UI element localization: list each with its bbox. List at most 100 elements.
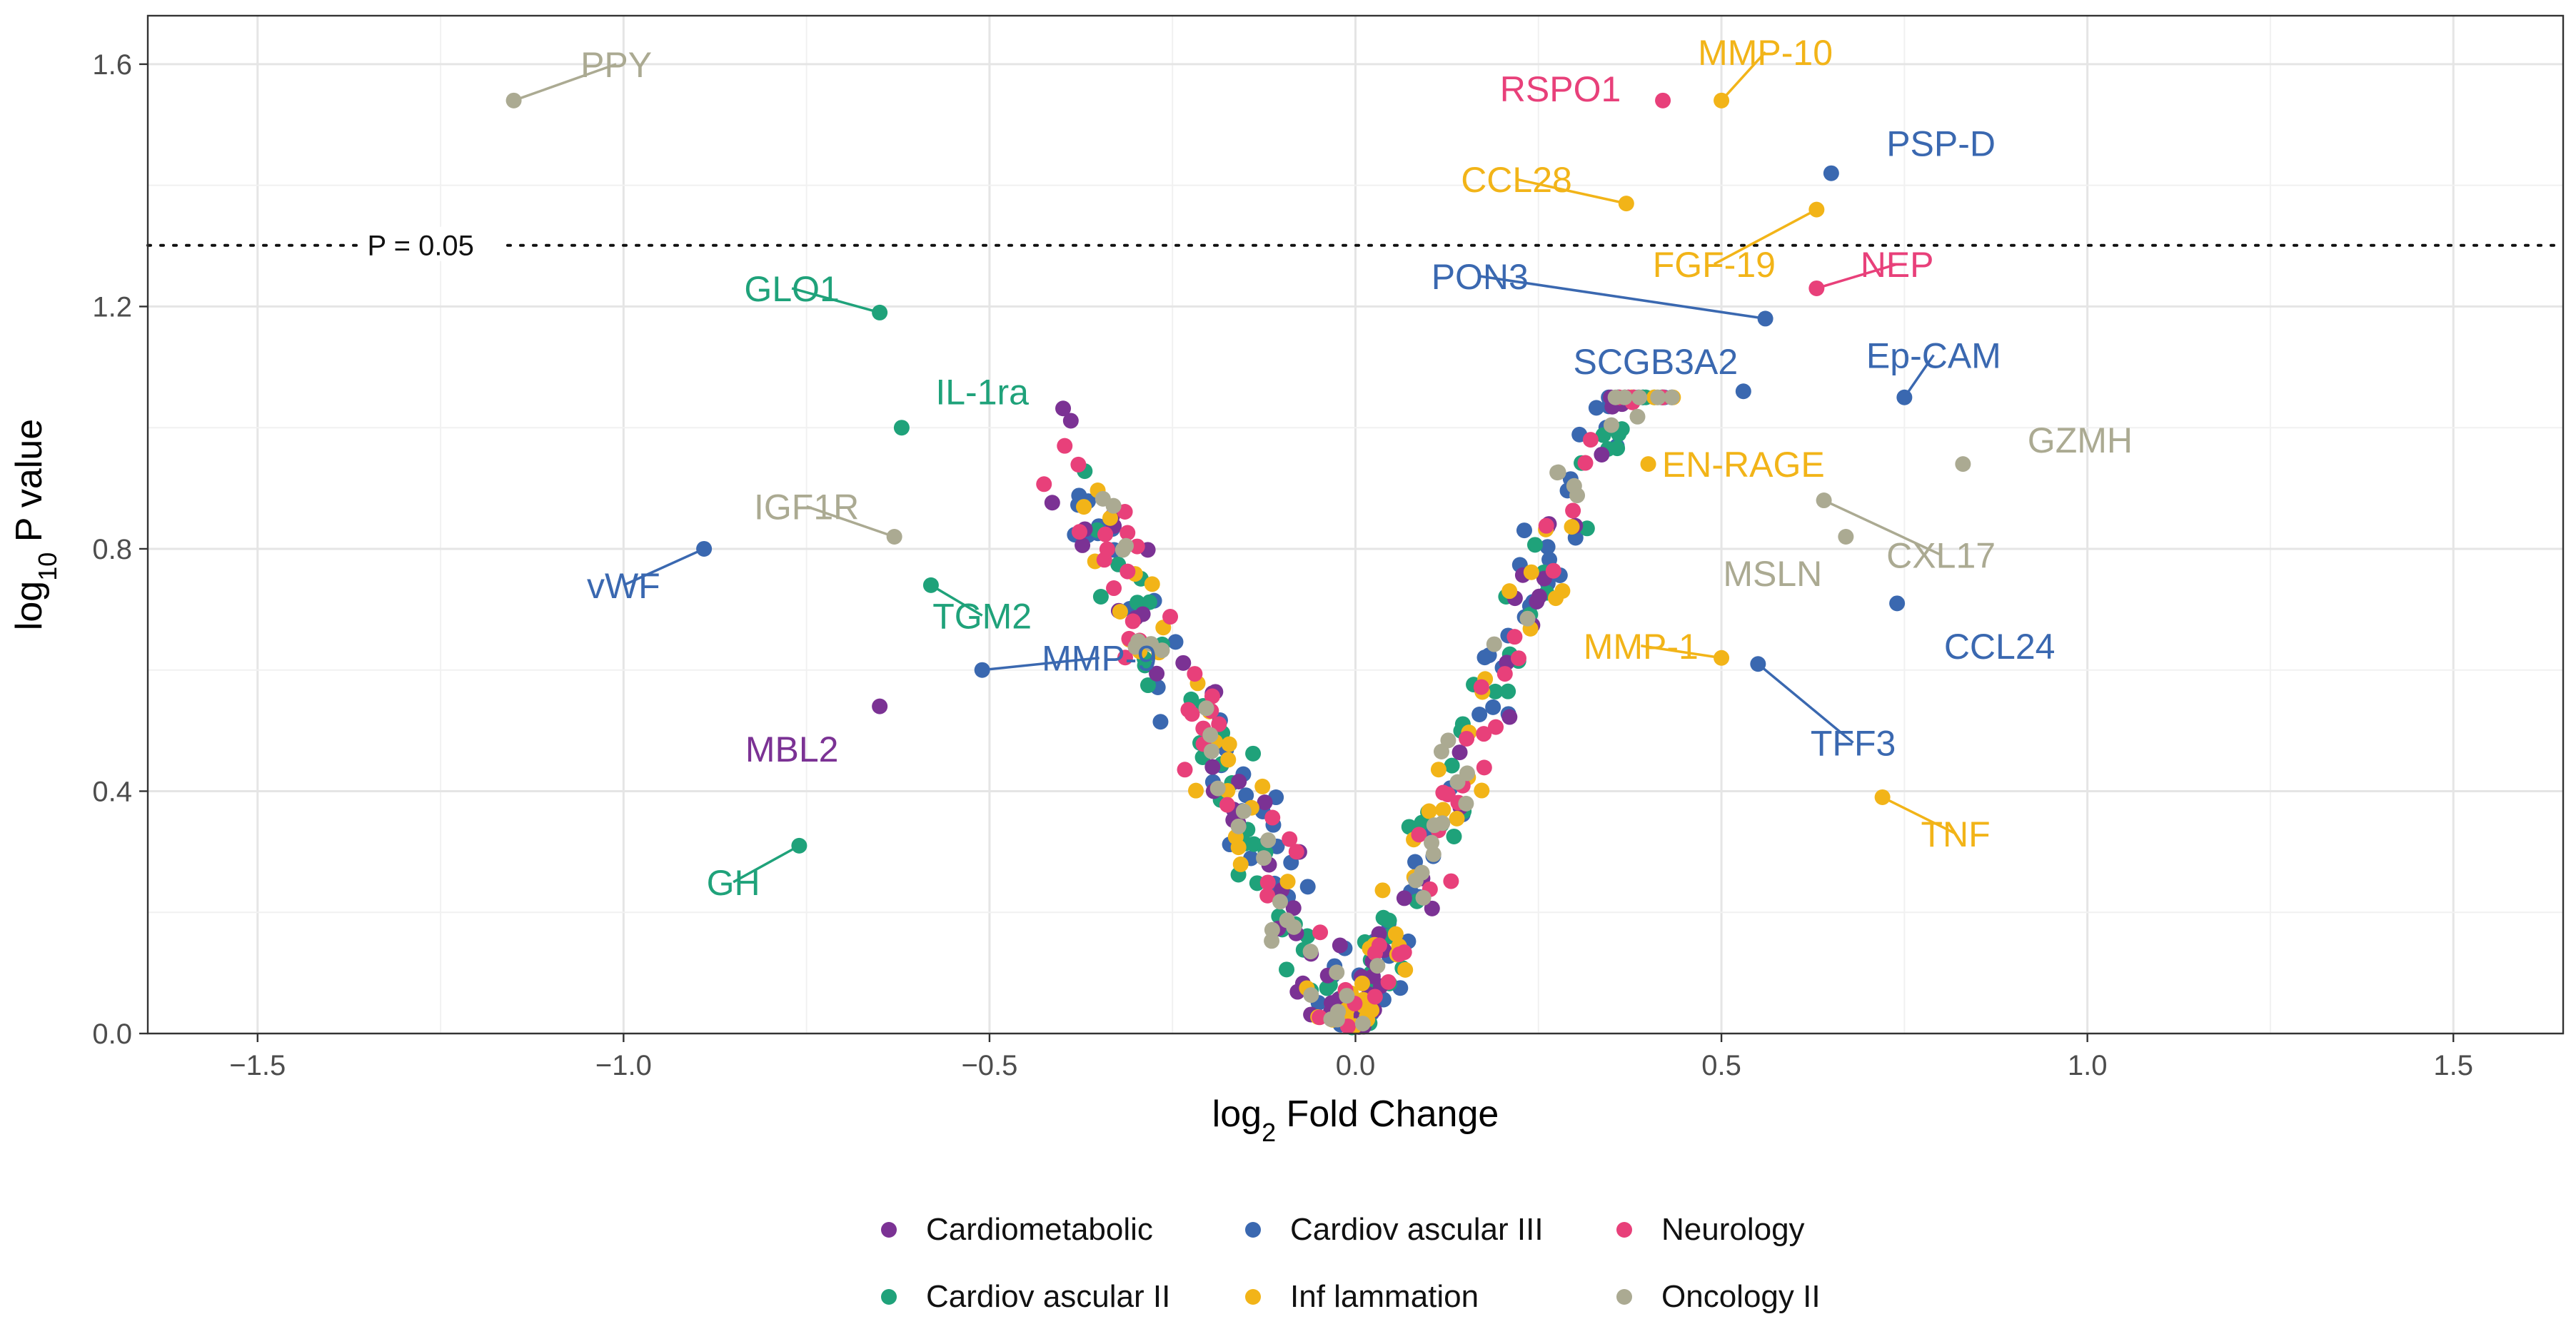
data-point — [1285, 900, 1302, 916]
data-point — [1579, 520, 1595, 537]
labeled-point — [1889, 595, 1906, 612]
data-point — [1130, 633, 1147, 650]
data-point — [1501, 583, 1518, 600]
data-point — [1421, 803, 1437, 819]
point-label: RSPO1 — [1500, 69, 1621, 109]
data-point — [1519, 610, 1536, 627]
data-point — [1279, 874, 1296, 890]
data-point — [1288, 844, 1304, 860]
data-point — [1565, 502, 1581, 519]
data-point — [1256, 850, 1272, 866]
data-point — [1411, 827, 1427, 843]
y-axis-title-sub: 10 — [33, 552, 62, 581]
data-point — [1245, 745, 1262, 762]
data-point — [1538, 517, 1554, 534]
data-point — [1430, 762, 1447, 778]
label-connector — [1641, 645, 1722, 660]
label-connector — [1479, 275, 1766, 320]
data-point — [1500, 683, 1516, 699]
data-point — [1221, 736, 1237, 752]
y-tick-label: 0.4 — [92, 776, 132, 807]
data-point — [1458, 795, 1474, 812]
data-point — [1380, 974, 1397, 990]
data-point — [1162, 609, 1179, 625]
labeled-point — [1823, 165, 1839, 181]
data-point — [1486, 636, 1502, 652]
data-point — [1407, 872, 1424, 889]
data-point — [1202, 727, 1219, 743]
data-point — [1435, 802, 1451, 818]
labeled-point — [872, 304, 888, 320]
labeled-point — [1655, 92, 1671, 108]
data-point — [1198, 700, 1214, 717]
legend-label: Cardiov ascular II — [926, 1279, 1170, 1314]
data-point — [1487, 683, 1504, 699]
data-point — [1414, 814, 1430, 831]
label-connector — [982, 656, 1100, 672]
legend-label: Cardiov ascular III — [1290, 1212, 1544, 1247]
labeled-point — [1808, 201, 1825, 218]
x-tick-label: −1.0 — [595, 1050, 652, 1081]
data-point — [1501, 709, 1518, 725]
data-point — [1531, 588, 1547, 605]
point-label: PON3 — [1432, 257, 1529, 297]
data-point — [1488, 719, 1504, 735]
legend-key — [1616, 1222, 1632, 1238]
point-label: CXL17 — [1886, 535, 1996, 575]
data-point — [1603, 417, 1619, 433]
data-point — [1264, 921, 1280, 938]
data-point — [1036, 476, 1052, 492]
x-axis-title-main: log — [1212, 1093, 1262, 1135]
data-point — [1569, 487, 1586, 504]
data-point — [1303, 987, 1319, 1004]
labeled-point — [1896, 389, 1913, 405]
data-point — [1175, 655, 1192, 671]
labeled-point — [1757, 310, 1773, 327]
labeled-point — [1955, 456, 1971, 473]
data-point — [1459, 730, 1475, 747]
data-point — [1476, 726, 1492, 742]
label-connector — [1720, 51, 1766, 102]
data-point — [1354, 1016, 1371, 1032]
data-point — [1204, 688, 1220, 704]
point-label: vWF — [587, 566, 660, 606]
data-point — [1055, 400, 1072, 417]
data-point — [1387, 926, 1404, 942]
data-point — [1449, 810, 1465, 827]
data-point — [1650, 389, 1666, 405]
data-point — [1433, 744, 1449, 760]
point-label: PSP-D — [1886, 123, 1996, 163]
x-tick-label: 0.5 — [1701, 1050, 1741, 1081]
labeled-point — [893, 420, 910, 436]
data-point — [1332, 937, 1348, 954]
x-tick-label: −0.5 — [961, 1050, 1017, 1081]
data-point — [1120, 563, 1136, 580]
data-point — [1272, 894, 1288, 910]
data-point — [1254, 778, 1271, 794]
data-point — [1631, 389, 1648, 405]
x-tick-label: −1.5 — [229, 1050, 286, 1081]
label-connector — [1757, 662, 1854, 744]
data-point — [1167, 634, 1184, 650]
x-tick-label: 1.5 — [2433, 1050, 2473, 1081]
data-point — [1117, 537, 1134, 554]
y-axis-title: log10 P value — [9, 419, 62, 630]
data-point — [1323, 1011, 1339, 1027]
data-point — [1476, 650, 1493, 666]
legend-label: Oncology II — [1661, 1279, 1821, 1314]
data-point — [1329, 964, 1345, 981]
data-point — [1616, 389, 1633, 405]
labeled-point — [1714, 92, 1730, 108]
legend-label: Inf lammation — [1290, 1279, 1479, 1314]
label-connector — [1816, 263, 1898, 290]
data-point — [1044, 495, 1060, 511]
data-point — [1396, 890, 1412, 906]
data-point — [1594, 446, 1610, 463]
threshold-label-background — [358, 226, 502, 261]
data-point — [1139, 677, 1156, 694]
data-point — [1279, 912, 1295, 929]
data-point — [1092, 589, 1109, 605]
x-axis-title-sub: 2 — [1262, 1118, 1276, 1147]
data-point — [1367, 989, 1383, 1005]
data-point — [1339, 988, 1355, 1004]
